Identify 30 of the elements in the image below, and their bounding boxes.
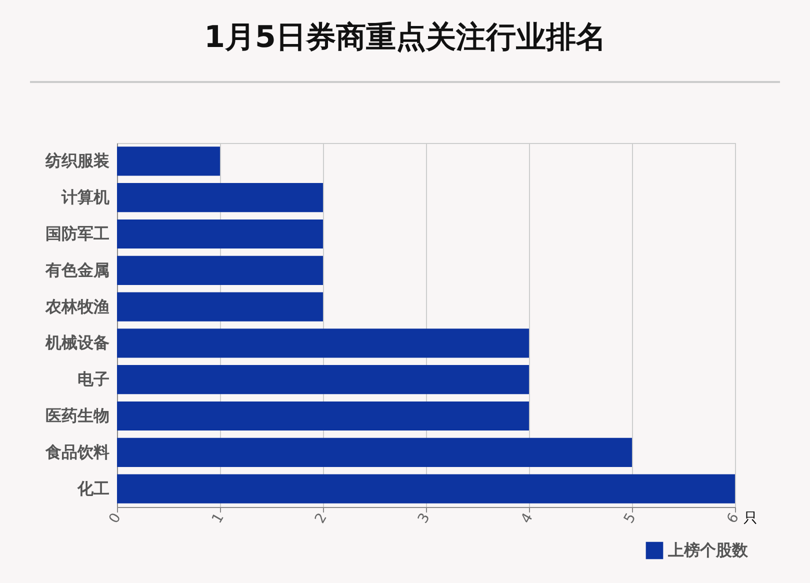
y-tick-label: 计算机 <box>60 188 110 207</box>
bar <box>117 438 632 467</box>
bar <box>117 219 323 249</box>
x-tick-label: 2 <box>312 510 330 526</box>
y-tick-label: 纺织服装 <box>44 151 110 170</box>
bar <box>117 146 220 176</box>
x-tick-label: 5 <box>621 510 640 526</box>
x-tick-label: 3 <box>415 510 434 526</box>
bar <box>117 474 735 504</box>
y-tick-label: 国防军工 <box>46 224 110 243</box>
x-axis-title: 只 <box>744 510 758 526</box>
bar <box>117 328 529 358</box>
y-tick-label: 机械设备 <box>44 333 110 352</box>
legend-label: 上榜个股数 <box>667 540 749 560</box>
x-tick-label: 6 <box>724 510 742 526</box>
bar <box>117 256 323 285</box>
x-tick-label: 1 <box>209 510 228 526</box>
y-tick-label: 食品饮料 <box>44 442 110 462</box>
y-tick-label: 电子 <box>78 370 110 389</box>
x-tick-label: 4 <box>518 510 536 526</box>
bar <box>117 365 529 394</box>
bar <box>117 292 323 322</box>
y-tick-label: 农林牧渔 <box>44 296 110 316</box>
y-tick-label: 有色金属 <box>44 260 110 280</box>
bar <box>117 183 323 212</box>
y-tick-label: 医药生物 <box>46 406 110 425</box>
chart-title: 1月5日券商重点关注行业排名 <box>204 20 606 55</box>
bar <box>117 401 529 431</box>
x-tick-label: 0 <box>106 510 124 526</box>
y-tick-label: 化工 <box>76 478 110 498</box>
